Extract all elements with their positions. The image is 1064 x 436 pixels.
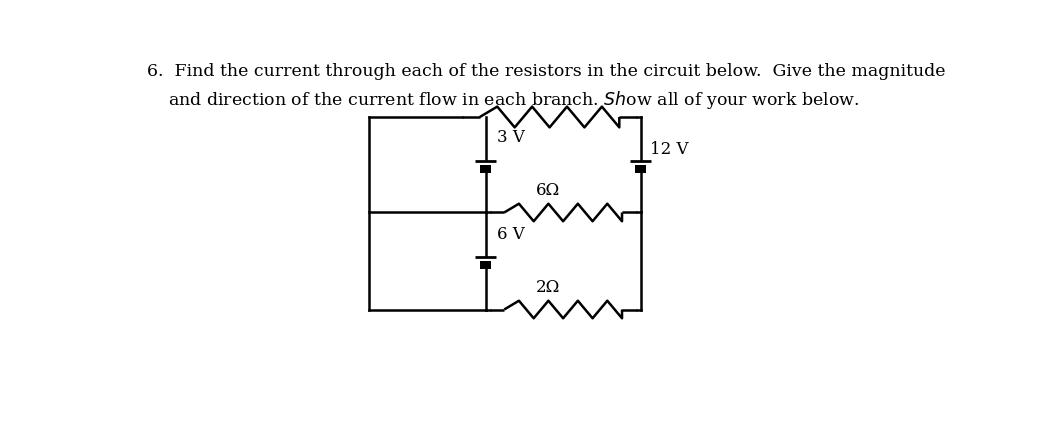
Text: 12 V: 12 V: [650, 141, 688, 158]
Text: and direction of the current flow in each branch. $\mathit{Sh}$ow all of your wo: and direction of the current flow in eac…: [168, 89, 860, 111]
Text: 6Ω: 6Ω: [535, 182, 560, 199]
Text: 2Ω: 2Ω: [535, 279, 560, 296]
Text: 6.  Find the current through each of the resistors in the circuit below.  Give t: 6. Find the current through each of the …: [147, 63, 946, 80]
Text: 3 V: 3 V: [497, 129, 526, 146]
Text: 6 V: 6 V: [497, 225, 525, 242]
